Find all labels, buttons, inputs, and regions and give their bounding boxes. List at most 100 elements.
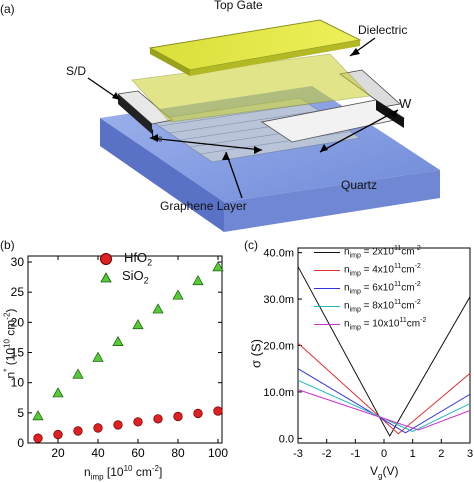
legend-item-c: nimp = 8x1011cm-2 — [314, 297, 426, 315]
data-point-sio2 — [112, 335, 124, 347]
series-line — [297, 368, 471, 434]
data-point-hfo2 — [73, 426, 83, 436]
legend-label-hfo2-sub: 2 — [147, 257, 153, 268]
xlabel-b-unit: cm — [132, 465, 152, 479]
legend-label-c: nimp = 10x1011cm-2 — [344, 317, 426, 331]
plot-frame-b — [27, 255, 223, 444]
xlabel-b-rest: [10 — [103, 465, 124, 479]
dielectric-label: Dielectric — [358, 23, 408, 37]
top-gate-front — [150, 48, 190, 76]
legend-item-c: nimp = 10x1011cm-2 — [314, 315, 426, 333]
ylabel-b-paren: (10 — [3, 347, 18, 366]
legend-c-uexp: -2 — [414, 280, 421, 288]
legend-c-main: n — [344, 282, 350, 294]
xlabel-c-rest: (V) — [382, 464, 399, 478]
panel-c-chart: 0.0 10.0m 20.0m 30.0m 40.0m -3 -2 -1 0 1 2 3 — [263, 247, 473, 460]
source-contact-side — [118, 94, 152, 134]
legend-c-main: n — [344, 246, 350, 258]
series-line — [297, 342, 471, 435]
panel-b-chart: 0 5 10 15 20 25 30 20 40 60 80 100 — [11, 255, 229, 460]
xtick-label-b: 40 — [91, 446, 105, 460]
legend-c-unit: cm — [401, 246, 415, 258]
legend-label-c: nimp = 6x1011cm-2 — [344, 281, 421, 295]
legend-label-hfo2: HfO2 — [124, 250, 152, 268]
graphene-label: Graphene Layer — [160, 199, 247, 213]
ytick-label-c: 0.0 — [279, 433, 294, 445]
data-point-sio2 — [72, 368, 84, 379]
legend-c-sub: imp — [349, 288, 361, 296]
panel-c-legend: nimp = 2x1011cm-2 nimp = 4x1011cm-2 nimp =… — [314, 243, 426, 333]
lc-label: Lc — [151, 127, 162, 143]
legend-c-eq: = 10x10 — [360, 318, 400, 330]
panel-c-label: (c) — [244, 238, 258, 252]
data-point-hfo2 — [53, 429, 63, 440]
xlabel-b-close: ] — [158, 465, 163, 479]
ytick-label-c: 10.0m — [263, 387, 294, 399]
data-point-sio2 — [32, 410, 44, 421]
legend-c-eq: = 2x10 — [360, 246, 394, 258]
legend-line-swatch — [314, 305, 340, 307]
legend-label-sio2: SiO2 — [122, 268, 149, 286]
ytick-label-c: 30.0m — [263, 294, 294, 306]
legend-line-swatch — [314, 251, 340, 253]
panel-c: (c) 0.0 10.0m 20.0m 30.0m 40.0m -3 -2 -1 0 1 2 3 ni… — [240, 238, 474, 483]
device-illustration — [87, 19, 440, 232]
legend-item-c: nimp = 4x1011cm-2 — [314, 261, 426, 279]
panel-b-label: (b) — [0, 238, 15, 252]
legend-item-c: nimp = 2x1011cm-2 — [314, 243, 426, 261]
legend-item-sio2: SiO2 — [100, 268, 152, 286]
legend-label-c: nimp = 2x1011cm-2 — [344, 245, 421, 259]
sd-label: S/D — [66, 64, 87, 78]
ylabel-b-unit: cm — [3, 319, 18, 340]
panel-a-label: (a) — [0, 2, 15, 16]
xlabel-b-sub: imp — [90, 472, 104, 482]
legend-c-unit: cm — [401, 282, 415, 294]
quartz-substrate-side — [224, 170, 440, 232]
data-point-hfo2 — [33, 433, 43, 443]
ytick-label-b: 20 — [11, 315, 25, 329]
legend-label-sio2-sub: 2 — [143, 275, 149, 286]
ytick-label-b: 30 — [11, 255, 25, 269]
legend-c-exp: 11 — [393, 280, 402, 288]
legend-label-c: nimp = 4x1011cm-2 — [344, 263, 421, 277]
data-point-sio2 — [92, 351, 104, 362]
legend-c-sub: imp — [349, 306, 361, 314]
quartz-substrate-front — [100, 118, 224, 232]
xtick-label-c: 0 — [381, 448, 387, 460]
xlabel-b-main: n — [84, 465, 91, 479]
legend-label-sio2-main: SiO — [122, 268, 144, 284]
lc-main: L — [151, 127, 158, 141]
panel-c-xlabel: Vg(V) — [370, 464, 398, 480]
data-point-hfo2 — [113, 420, 123, 430]
panel-b: (b) 0 5 10 15 20 25 30 20 40 60 80 100 HfO2 SiO2 n*… — [0, 238, 232, 483]
lc-sub: c — [157, 133, 163, 144]
legend-c-main: n — [344, 318, 350, 330]
legend-c-uexp: -2 — [414, 298, 421, 306]
legend-c-exp: 11 — [393, 298, 402, 306]
legend-marker-circle — [100, 253, 112, 265]
xlabel-c-main: V — [370, 464, 379, 478]
ylabel-b-sup: * — [2, 368, 12, 372]
legend-line-swatch — [314, 287, 340, 289]
device-schematic: (a) Top Gate Dielectric S/D W Lc Quartz … — [0, 0, 474, 236]
data-point-hfo2 — [153, 414, 163, 424]
data-point-hfo2 — [193, 408, 203, 419]
legend-item-hfo2: HfO2 — [100, 250, 152, 268]
ytick-label-c: 20.0m — [263, 341, 294, 353]
legend-c-exp: 11 — [393, 262, 402, 270]
ytick-label-b: 25 — [11, 285, 25, 299]
ytick-label-c: 40.0m — [263, 248, 294, 260]
legend-line-swatch — [314, 323, 340, 325]
xtick-label-c: -2 — [322, 448, 332, 460]
legend-c-eq: = 4x10 — [360, 264, 394, 276]
legend-c-unit: cm — [401, 264, 415, 276]
legend-item-c: nimp = 6x1011cm-2 — [314, 279, 426, 297]
xtick-label-b: 20 — [51, 446, 65, 460]
series-line — [297, 389, 471, 431]
top-gate-side — [190, 40, 360, 76]
legend-label-c: nimp = 8x1011cm-2 — [344, 299, 421, 313]
legend-c-uexp: -2 — [420, 316, 427, 324]
xtick-label-c: -1 — [350, 448, 360, 460]
ylabel-b-main: n — [3, 371, 18, 379]
legend-line-swatch — [314, 269, 340, 271]
